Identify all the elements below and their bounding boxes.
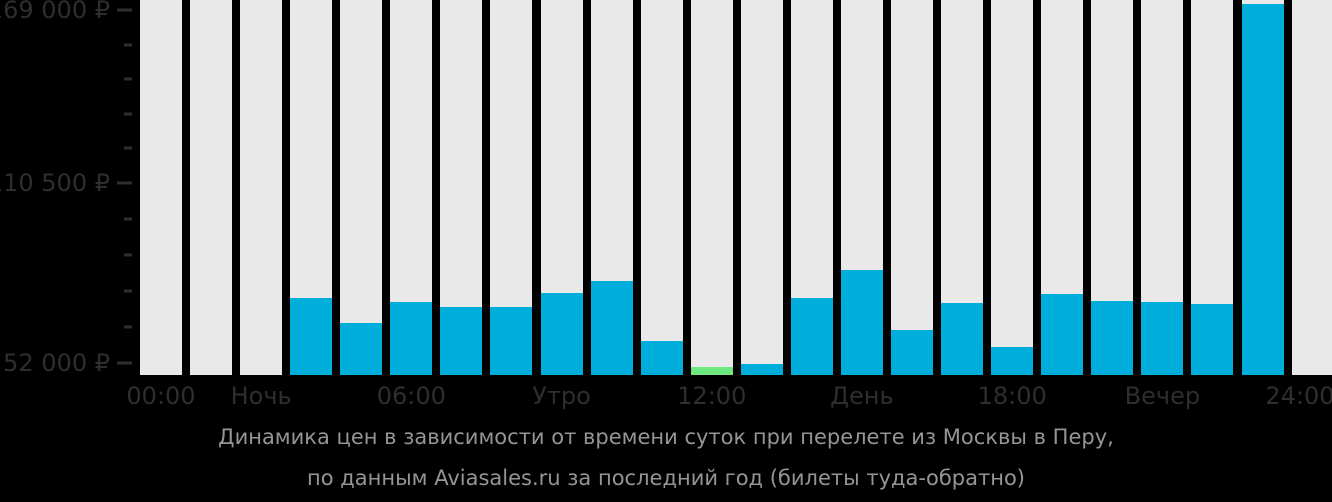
bar-hour-9[interactable]	[590, 0, 633, 375]
y-axis-major-tick	[117, 181, 132, 185]
y-axis-minor-tick	[124, 325, 132, 329]
bar-fill	[390, 301, 433, 375]
y-axis-minor-tick	[124, 146, 132, 150]
chart-caption-line-1: Динамика цен в зависимости от времени су…	[218, 425, 1114, 449]
y-axis-minor-tick	[124, 289, 132, 293]
bar-hour-19[interactable]	[1091, 0, 1134, 375]
y-axis-label-0: 169 000 ₽	[0, 0, 110, 24]
bar-hour-18[interactable]	[1041, 0, 1084, 375]
y-axis-major-tick	[117, 361, 132, 365]
bar-fill	[891, 329, 934, 375]
y-axis-major-tick	[117, 8, 132, 12]
bar-fill	[640, 340, 683, 375]
y-axis-label-2: 52 000 ₽	[3, 349, 110, 377]
bar-hour-2[interactable]	[240, 0, 283, 375]
bar-hour-3[interactable]	[290, 0, 333, 375]
bar-fill	[490, 307, 533, 375]
y-axis-minor-tick	[124, 112, 132, 116]
x-axis-label-00-00: 00:00	[126, 382, 196, 410]
y-axis-minor-tick	[124, 253, 132, 257]
bar-fill-min-price	[690, 366, 733, 375]
bar-hour-15[interactable]	[891, 0, 934, 375]
bar-hour-12[interactable]	[740, 0, 783, 375]
bar-fill	[740, 363, 783, 375]
bar-hour-7[interactable]	[490, 0, 533, 375]
bar-hour-8[interactable]	[540, 0, 583, 375]
y-axis-label-1: 110 500 ₽	[0, 169, 110, 197]
bar-fill	[991, 346, 1034, 375]
bar-hour-14[interactable]	[840, 0, 883, 375]
bar-fill	[1241, 4, 1284, 375]
bar-fill	[590, 280, 633, 375]
x-axis-label-24-00: 24:00	[1265, 382, 1332, 410]
bar-hour-11[interactable]	[690, 0, 733, 375]
bar-hour-20[interactable]	[1141, 0, 1184, 375]
x-axis-label-12-00: 12:00	[677, 382, 747, 410]
x-axis-label-Утро: Утро	[532, 382, 591, 410]
bar-hour-1[interactable]	[190, 0, 233, 375]
x-axis-label-День: День	[830, 382, 894, 410]
bar-fill	[790, 297, 833, 375]
bar-hour-21[interactable]	[1191, 0, 1234, 375]
bar-fill	[1041, 293, 1084, 375]
bar-fill	[840, 269, 883, 375]
bar-hour-17[interactable]	[991, 0, 1034, 375]
bar-hour-13[interactable]	[790, 0, 833, 375]
bar-fill	[290, 297, 333, 375]
bar-fill	[1091, 301, 1134, 375]
x-axis-label-06-00: 06:00	[376, 382, 446, 410]
x-axis-label-Вечер: Вечер	[1124, 382, 1201, 410]
plot-area	[140, 0, 1332, 375]
x-axis-label-18-00: 18:00	[977, 382, 1047, 410]
bar-hour-0[interactable]	[140, 0, 182, 375]
bar-fill	[540, 292, 583, 375]
y-axis-minor-tick	[124, 77, 132, 81]
bar-hour-16[interactable]	[941, 0, 984, 375]
chart-caption-line-2: по данным Aviasales.ru за последний год …	[307, 466, 1025, 490]
bar-hour-22[interactable]	[1241, 0, 1284, 375]
bar-hour-4[interactable]	[340, 0, 383, 375]
y-axis-minor-tick	[124, 217, 132, 221]
bar-hour-23[interactable]	[1291, 0, 1332, 375]
bar-hour-10[interactable]	[640, 0, 683, 375]
bar-fill	[340, 323, 383, 375]
bar-hour-6[interactable]	[440, 0, 483, 375]
bar-fill	[440, 307, 483, 375]
bar-fill	[1191, 303, 1234, 375]
bar-fill	[1141, 302, 1184, 375]
x-axis-label-Ночь: Ночь	[230, 382, 292, 410]
bar-fill	[941, 302, 984, 375]
bar-hour-5[interactable]	[390, 0, 433, 375]
y-axis-minor-tick	[124, 43, 132, 47]
